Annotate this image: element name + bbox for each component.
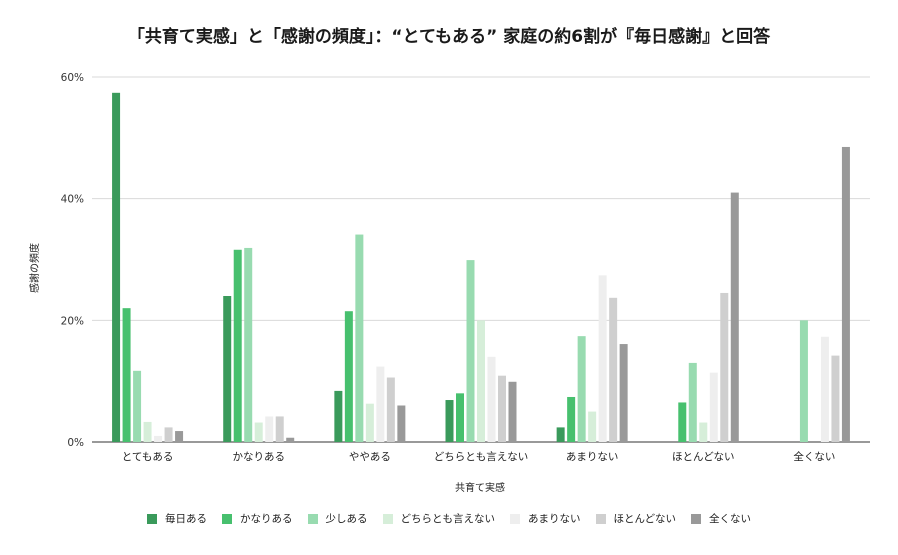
legend-label: かなりある <box>240 513 293 525</box>
bar <box>498 375 506 442</box>
bar <box>456 393 464 442</box>
bar <box>254 422 263 442</box>
x-tick-label: とてもある <box>122 451 174 463</box>
bar <box>730 192 739 442</box>
bar <box>334 390 343 442</box>
bar <box>820 336 829 442</box>
bar <box>154 435 163 442</box>
bar <box>265 416 274 442</box>
bar <box>275 416 284 442</box>
bar <box>175 431 184 442</box>
legend-label: ほとんどない <box>613 513 676 525</box>
y-tick-label: 0% <box>67 437 84 449</box>
legend-swatch <box>147 513 157 524</box>
legend-swatch <box>510 513 520 524</box>
y-tick-label: 60% <box>61 72 84 84</box>
bar <box>577 336 586 442</box>
bar <box>466 260 475 442</box>
bar <box>799 320 808 442</box>
bar <box>588 411 597 442</box>
bar <box>376 366 385 442</box>
legend-item: かなりある <box>222 511 293 526</box>
legend-item: ほとんどない <box>595 511 676 526</box>
x-tick-label: あまりない <box>566 451 619 463</box>
legend-swatch <box>307 513 318 524</box>
legend-item: あまりない <box>510 511 581 526</box>
bar <box>556 427 565 442</box>
bar <box>508 381 517 442</box>
bar <box>133 370 142 442</box>
bar <box>487 356 496 442</box>
y-tick-label: 20% <box>61 315 84 327</box>
legend-swatch <box>690 513 701 524</box>
chart-title: 「共育て実感」と「感謝の頻度」：“とてもある” 家庭の約6割が『毎日感謝』と回答 <box>127 27 771 47</box>
bar <box>709 372 718 442</box>
legend-item: 全くない <box>690 511 751 526</box>
bar <box>365 403 374 442</box>
bar <box>678 402 687 442</box>
x-tick-label: ほとんどない <box>672 451 734 463</box>
bar <box>386 377 395 442</box>
bar <box>699 422 708 442</box>
bar <box>143 421 152 442</box>
y-axis-title: 感謝の頻度 <box>28 243 41 293</box>
x-tick-label: ややある <box>349 451 391 463</box>
x-tick-label: どちらとも言えない <box>434 450 529 463</box>
x-tick-label: かなりある <box>232 451 285 463</box>
bar <box>831 355 840 442</box>
x-tick-label: 全くない <box>793 450 835 463</box>
bar <box>598 275 607 442</box>
legend-swatch <box>595 513 606 524</box>
bar <box>841 146 850 443</box>
legend-item: 毎日ある <box>147 511 207 526</box>
bar <box>720 292 729 442</box>
legend-label: 少しある <box>325 513 368 525</box>
bar <box>223 296 232 442</box>
bar <box>244 247 253 442</box>
bar <box>122 308 131 442</box>
legend-swatch <box>382 513 393 524</box>
bar <box>445 400 454 442</box>
bar <box>619 344 628 442</box>
legend-swatch <box>222 513 232 524</box>
bars <box>112 92 850 443</box>
bar <box>233 249 242 442</box>
legend-item: 少しある <box>307 511 368 526</box>
y-tick-label: 40% <box>61 194 84 206</box>
bar <box>688 362 697 442</box>
legend-label: あまりない <box>528 513 581 525</box>
legend-label: 毎日ある <box>165 513 207 525</box>
legend: 毎日ある かなりある 少しある どちらとも言えない あまりない ほとんどない 全くない <box>0 511 898 526</box>
bar <box>344 311 353 442</box>
bar <box>164 427 173 442</box>
legend-item: どちらとも言えない <box>382 511 496 526</box>
bar <box>609 297 618 442</box>
bar <box>355 234 364 442</box>
x-axis-title: 共育て実感 <box>455 481 505 494</box>
bar <box>477 320 485 442</box>
bar <box>397 405 406 442</box>
bar <box>112 92 121 443</box>
bar <box>567 396 576 442</box>
axes: 0% 20% 40% 60% とてもある かなりある ややある どちらとも言えない あまりない ほ… <box>61 72 836 463</box>
legend-label: 全くない <box>708 513 751 525</box>
legend-label: どちらとも言えない <box>400 513 496 525</box>
bar <box>286 437 295 442</box>
